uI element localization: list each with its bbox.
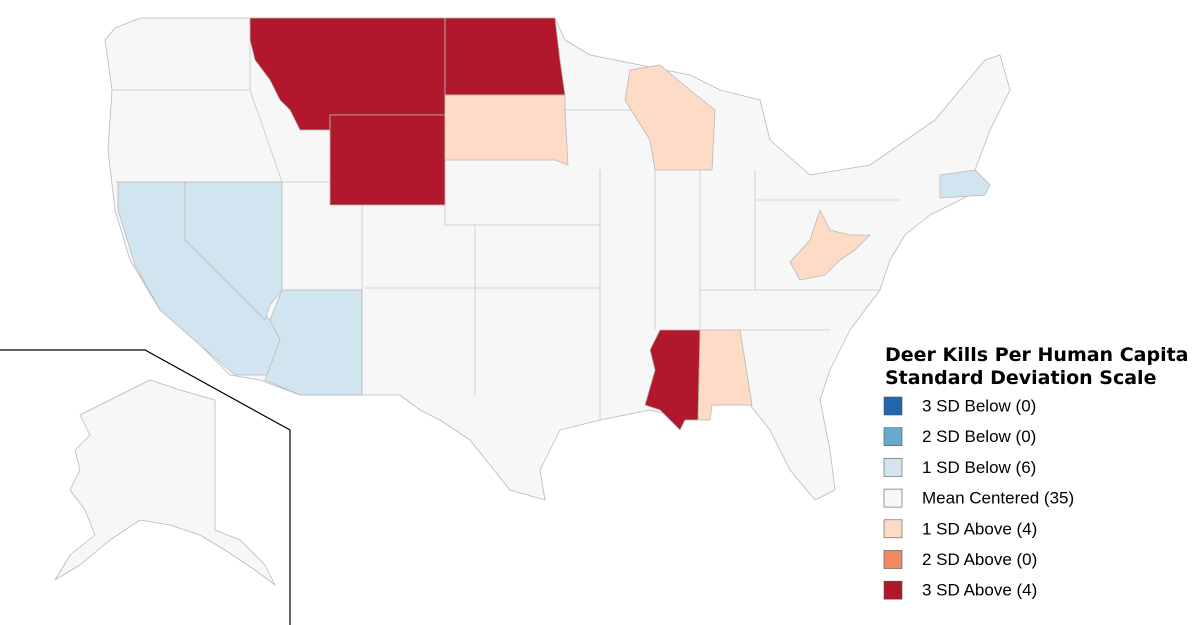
state-wisconsin [624,64,716,171]
state-arizona [264,289,363,396]
state-north-dakota [444,17,566,96]
state-mississippi [644,329,701,431]
legend-swatch [883,580,903,600]
legend-label: 1 SD Below (6) [922,458,1036,477]
legend-label: 3 SD Below (0) [922,396,1036,415]
legend-label: 2 SD Below (0) [922,427,1036,446]
legend-swatch [883,519,903,539]
legend-label: 3 SD Above (4) [922,581,1037,600]
legend-swatch [883,550,903,569]
state-new-england [939,169,991,199]
state-south-dakota [444,94,569,166]
state-layer [0,17,1011,625]
legend-swatch [883,427,903,447]
legend-label: Mean Centered (35) [922,489,1074,508]
legend-label: 2 SD Above (0) [922,550,1037,569]
legend-title: Deer Kills Per Human Capita [885,344,1188,366]
alaska-inset-frame [0,349,291,625]
legend-label: 1 SD Above (4) [922,519,1037,538]
state-alaska [54,379,276,586]
state-nevada [184,181,283,321]
legend-swatch [883,488,903,508]
legend-swatch [883,396,903,416]
legend-title: Standard Deviation Scale [885,367,1156,389]
state-wyoming [329,114,446,206]
legend-swatch [883,458,903,477]
state-west-virginia [789,209,871,281]
